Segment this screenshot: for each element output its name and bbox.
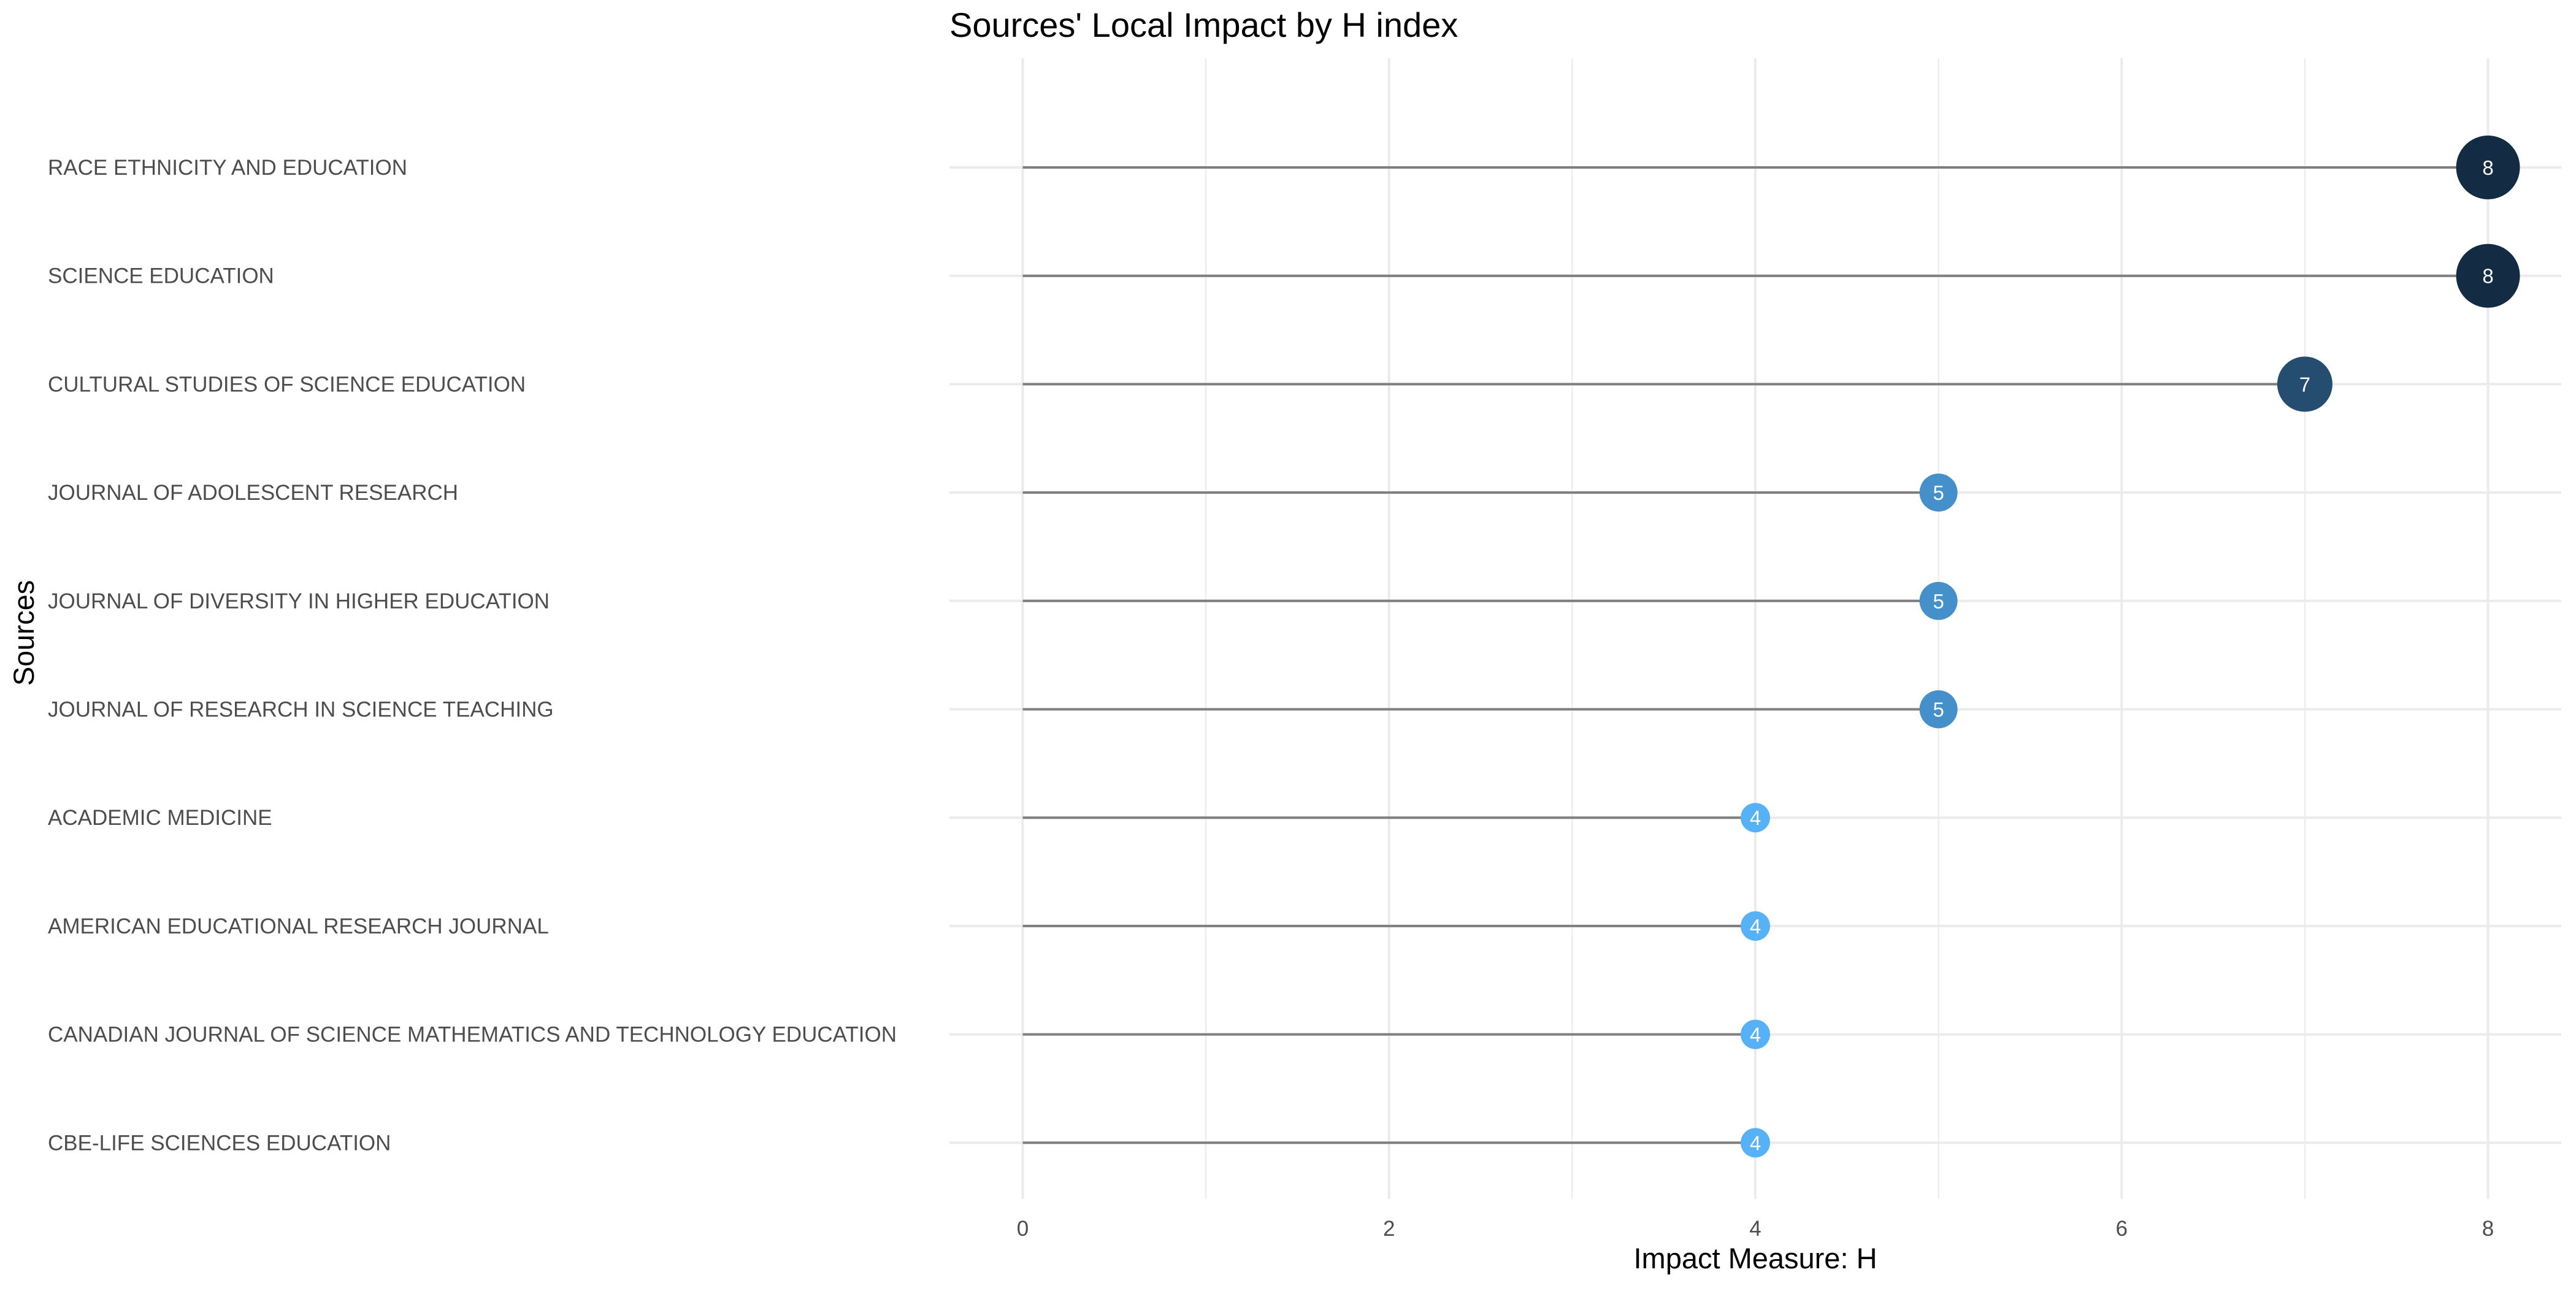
lollipop-marks: 8 8 7 5 5 5 4 4 4 4 [1022, 136, 2520, 1158]
lollipop-point [2277, 356, 2333, 412]
category-label: CANADIAN JOURNAL OF SCIENCE MATHEMATICS … [48, 1023, 897, 1047]
category-label: ACADEMIC MEDICINE [48, 806, 272, 830]
x-tick-label: 6 [2116, 1217, 2128, 1241]
category-label: JOURNAL OF RESEARCH IN SCIENCE TEACHING [48, 698, 554, 722]
lollipop-point [1741, 1128, 1770, 1158]
lollipop-point [2456, 243, 2520, 308]
lollipop-point [1741, 911, 1770, 941]
x-axis-title: Impact Measure: H [1633, 1242, 1877, 1274]
category-label: AMERICAN EDUCATIONAL RESEARCH JOURNAL [48, 914, 549, 938]
lollipop-point [1741, 803, 1770, 833]
value-label: 4 [1750, 915, 1761, 938]
value-label: 5 [1933, 699, 1944, 721]
category-label: CBE-LIFE SCIENCES EDUCATION [48, 1131, 391, 1155]
category-labels: RACE ETHNICITY AND EDUCATION SCIENCE EDUC… [48, 156, 897, 1155]
value-label: 7 [2299, 373, 2310, 396]
x-tick-label: 4 [1749, 1217, 1761, 1241]
value-label: 8 [2482, 265, 2493, 288]
x-tick-label: 0 [1017, 1217, 1029, 1241]
value-label: 8 [2482, 156, 2493, 179]
lollipop-point [2456, 136, 2520, 199]
category-label: JOURNAL OF DIVERSITY IN HIGHER EDUCATION [48, 589, 550, 613]
category-label: JOURNAL OF ADOLESCENT RESEARCH [48, 481, 458, 505]
value-label: 5 [1933, 590, 1944, 613]
x-tick-label: 8 [2482, 1217, 2494, 1241]
category-label: SCIENCE EDUCATION [48, 264, 274, 288]
lollipop-point [1919, 690, 1958, 729]
lollipop-point [1919, 473, 1958, 512]
lollipop-point [1919, 581, 1958, 620]
value-label: 4 [1750, 806, 1761, 829]
x-tick-labels: 0 2 4 6 8 [1017, 1217, 2494, 1241]
category-label: CULTURAL STUDIES OF SCIENCE EDUCATION [48, 372, 526, 396]
category-label: RACE ETHNICITY AND EDUCATION [48, 156, 407, 180]
value-label: 5 [1933, 481, 1944, 504]
x-tick-label: 2 [1383, 1217, 1395, 1241]
y-axis-title: Sources [7, 580, 40, 686]
value-label: 4 [1750, 1132, 1761, 1154]
value-label: 4 [1750, 1024, 1761, 1046]
lollipop-point [1741, 1019, 1770, 1049]
chart-title: Sources' Local Impact by H index [949, 6, 1458, 44]
